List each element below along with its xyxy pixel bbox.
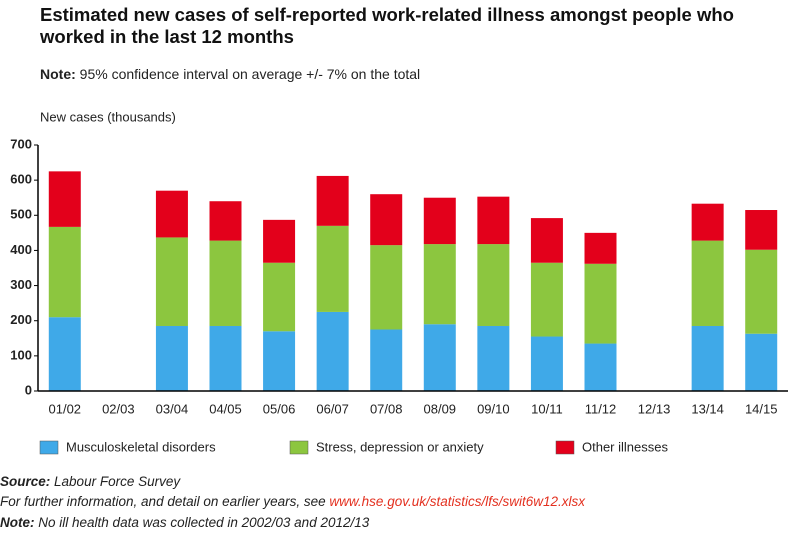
bar-segment — [745, 210, 778, 250]
bar-segment — [530, 262, 563, 337]
x-tick-label: 10/11 — [531, 401, 563, 416]
footer-note: Note: No ill health data was collected i… — [0, 515, 369, 530]
x-tick-label: 12/13 — [638, 401, 671, 416]
footer-note-text: No ill health data was collected in 2002… — [38, 515, 370, 530]
bar-segment — [155, 237, 188, 326]
bar-segment — [48, 226, 81, 318]
note-text: 95% confidence interval on average +/- 7… — [79, 66, 421, 82]
y-axis-title: New cases (thousands) — [40, 109, 176, 124]
info-link[interactable]: www.hse.gov.uk/statistics/lfs/swit6w12.x… — [329, 494, 585, 509]
y-tick-label: 700 — [10, 136, 32, 151]
bar-segment — [209, 201, 242, 241]
bar-segment — [745, 249, 778, 334]
note-label: Note: — [40, 66, 76, 82]
bar-segment — [477, 244, 510, 326]
x-tick-label: 03/04 — [156, 401, 189, 416]
bar-segment — [691, 325, 724, 391]
source-text: Labour Force Survey — [54, 474, 181, 489]
x-tick-label: 08/09 — [424, 401, 457, 416]
bar-segment — [209, 240, 242, 326]
x-tick-label: 07/08 — [370, 401, 403, 416]
bar-segment — [48, 317, 81, 391]
y-tick-label: 400 — [10, 242, 32, 257]
bar-segment — [584, 343, 617, 391]
bar-segment — [477, 196, 510, 245]
bar-segment — [155, 190, 188, 238]
chart-title: Estimated new cases of self-reported wor… — [40, 4, 734, 47]
legend-swatch — [289, 440, 309, 455]
bar-segment — [423, 244, 456, 325]
bar-segment — [316, 225, 349, 312]
legend-swatch — [555, 440, 575, 455]
chart-note: Note: 95% confidence interval on average… — [40, 66, 420, 82]
bar-segment — [691, 240, 724, 326]
bar-segment — [584, 232, 617, 264]
y-tick-label: 500 — [10, 207, 32, 222]
legend-label: Musculoskeletal disorders — [66, 439, 216, 454]
bar-segment — [530, 336, 563, 391]
footer-source: Source: Labour Force Survey — [0, 474, 180, 489]
bar-segment — [691, 203, 724, 241]
x-tick-label: 14/15 — [745, 401, 778, 416]
bar-segment — [155, 325, 188, 391]
footer-info: For further information, and detail on e… — [0, 494, 585, 509]
y-tick-label: 100 — [10, 347, 32, 362]
x-tick-label: 01/02 — [49, 401, 82, 416]
legend-swatch — [39, 440, 59, 455]
bar-segment — [209, 325, 242, 391]
source-label: Source: — [0, 474, 51, 489]
bar-segment — [530, 218, 563, 263]
footer-note-label: Note: — [0, 515, 35, 530]
y-tick-label: 200 — [10, 312, 32, 327]
info-text: For further information, and detail on e… — [0, 494, 330, 509]
bar-segment — [423, 324, 456, 391]
bar-segment — [263, 262, 296, 332]
x-tick-label: 04/05 — [209, 401, 242, 416]
bar-segment — [316, 311, 349, 391]
bar-segment — [584, 263, 617, 344]
y-tick-label: 300 — [10, 277, 32, 292]
bar-segment — [423, 197, 456, 245]
x-tick-label: 02/03 — [102, 401, 135, 416]
y-tick-label: 0 — [25, 382, 32, 397]
bar-segment — [370, 245, 403, 330]
x-tick-label: 09/10 — [477, 401, 510, 416]
bar-segment — [48, 171, 81, 227]
bar-segment — [316, 175, 349, 226]
bar-segment — [745, 333, 778, 391]
legend-label: Stress, depression or anxiety — [316, 439, 484, 454]
bar-segment — [370, 194, 403, 246]
x-tick-label: 11/12 — [585, 401, 617, 416]
x-tick-label: 06/07 — [316, 401, 349, 416]
bar-segment — [370, 329, 403, 391]
bar-segment — [477, 325, 510, 391]
bar-segment — [263, 331, 296, 391]
x-tick-label: 13/14 — [691, 401, 724, 416]
legend-label: Other illnesses — [582, 439, 668, 454]
x-tick-label: 05/06 — [263, 401, 296, 416]
bar-segment — [263, 219, 296, 263]
y-tick-label: 600 — [10, 172, 32, 187]
